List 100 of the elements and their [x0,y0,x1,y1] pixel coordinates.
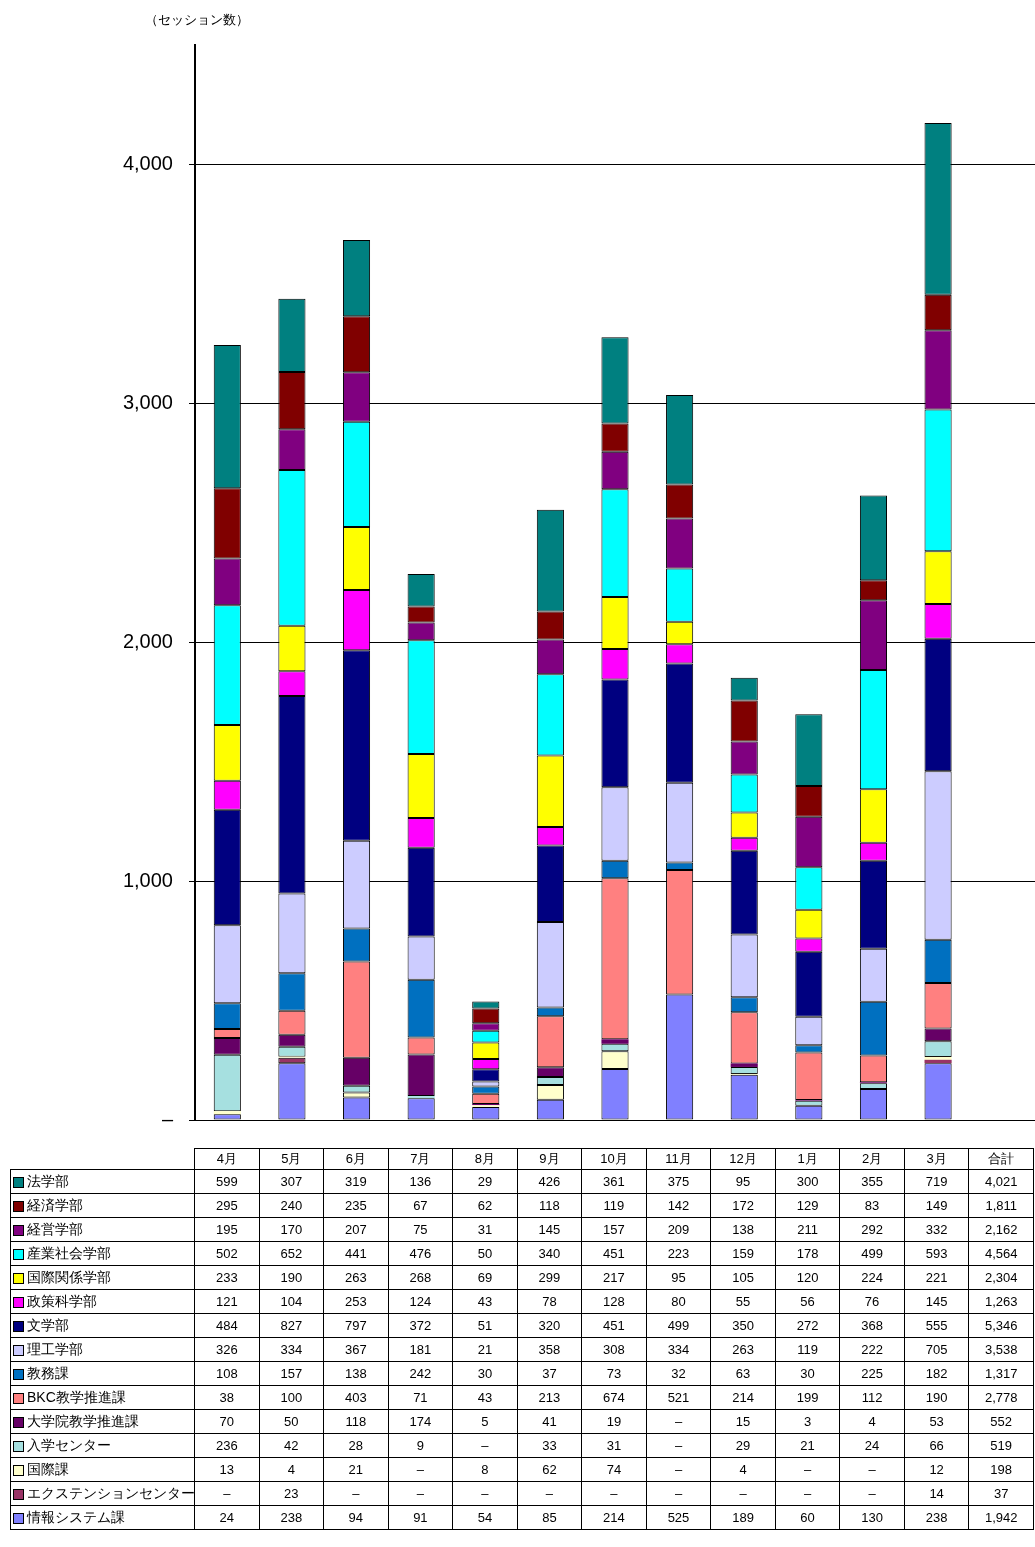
data-label: 60 [775,1505,840,1530]
data-label: 190 [259,1265,324,1290]
data-label: 367 [323,1337,389,1362]
legend-label: 情報システム課 [10,1505,195,1530]
text: 2,162 [984,1222,1018,1237]
y-axis-title: （セッション数） [145,11,249,27]
data-label: 652 [259,1241,324,1266]
text: 4,021 [984,1174,1018,1189]
data-label: 3 [775,1409,840,1434]
legend-label: 入学センター [10,1433,195,1458]
data-label: 31 [452,1217,518,1242]
data-label: 350 [710,1313,776,1338]
legend-label: エクステンションセンター [10,1481,195,1506]
data-label: 190 [904,1385,969,1410]
data-label: 372 [388,1313,453,1338]
text: – [868,1462,876,1477]
data-label: 207 [323,1217,389,1242]
data-label: 159 [710,1241,776,1266]
text: – [739,1486,747,1501]
data-label: 172 [710,1193,776,1218]
data-label: 31 [581,1433,647,1458]
legend-label: 経営学部 [10,1217,195,1242]
data-label: 235 [323,1193,389,1218]
data-label: 308 [581,1337,647,1362]
bar [213,1111,241,1115]
data-label: 13 [194,1457,260,1482]
data-label: 95 [646,1265,711,1290]
bar [924,1056,952,1060]
data-label: 66 [904,1433,969,1458]
data-label: 108 [194,1361,260,1386]
data-label: 441 [323,1241,389,1266]
legend-label: 国際課 [10,1457,195,1482]
data-label: 4 [710,1457,776,1482]
data-label: 236 [194,1433,260,1458]
data-label: 238 [259,1505,324,1530]
data-label: 53 [904,1409,969,1434]
data-label: 69 [452,1265,518,1290]
data-label: 240 [259,1193,324,1218]
data-label: 78 [517,1289,582,1314]
data-label: 368 [839,1313,905,1338]
text: – [416,1486,424,1501]
data-label: 112 [839,1385,905,1410]
data-label: 9 [388,1433,453,1458]
data-label: 28 [323,1433,389,1458]
data-label: 50 [452,1241,518,1266]
data-label: 21 [323,1457,389,1482]
data-label: 56 [775,1289,840,1314]
data-label: 797 [323,1313,389,1338]
data-label: 124 [388,1289,453,1314]
data-label: 4 [259,1457,324,1482]
x-tick-label: 7月 [388,1148,453,1170]
data-label: 222 [839,1337,905,1362]
data-label: 174 [388,1409,453,1434]
data-label: 332 [904,1217,969,1242]
data-label: 100 [259,1385,324,1410]
text: – [868,1486,876,1501]
data-label: 105 [710,1265,776,1290]
x-tick-label: 10月 [581,1148,647,1170]
x-tick-label: 8月 [452,1148,518,1170]
data-label: 8 [452,1457,518,1482]
data-label: 118 [517,1193,582,1218]
data-label: 178 [775,1241,840,1266]
data-label: 525 [646,1505,711,1530]
text: – [481,1438,489,1453]
legend-label: 文学部 [10,1313,195,1338]
data-label: 213 [517,1385,582,1410]
data-label: 451 [581,1241,647,1266]
data-label: 75 [388,1217,453,1242]
data-label: 705 [904,1337,969,1362]
x-tick-label: 5月 [259,1148,324,1170]
y-tick-label: 2,000 [122,629,173,652]
y-tick-label: 1,000 [122,868,173,891]
data-label: 136 [388,1169,453,1194]
text: 3,538 [984,1342,1018,1357]
data-label: 120 [775,1265,840,1290]
data-label: 320 [517,1313,582,1338]
data-label: 181 [388,1337,453,1362]
data-label: 21 [452,1337,518,1362]
data-label: 149 [904,1193,969,1218]
data-label: 30 [775,1361,840,1386]
data-label: 225 [839,1361,905,1386]
bar [730,1063,758,1067]
data-label: 300 [775,1169,840,1194]
text: 5,346 [984,1318,1018,1333]
data-label: 85 [517,1505,582,1530]
data-label: 307 [259,1169,324,1194]
data-label: 502 [194,1241,260,1266]
data-label: 130 [839,1505,905,1530]
x-tick-label: 合計 [968,1148,1034,1170]
data-label: 63 [710,1361,776,1386]
data-label: 499 [646,1313,711,1338]
data-label: 189 [710,1505,776,1530]
data-label: 4 [839,1409,905,1434]
x-tick-label: 11月 [646,1148,711,1170]
legend-label: 教務課 [10,1361,195,1386]
text: 2,304 [984,1270,1018,1285]
data-label: 50 [259,1409,324,1434]
data-label: 217 [581,1265,647,1290]
data-label: 484 [194,1313,260,1338]
data-label: 76 [839,1289,905,1314]
